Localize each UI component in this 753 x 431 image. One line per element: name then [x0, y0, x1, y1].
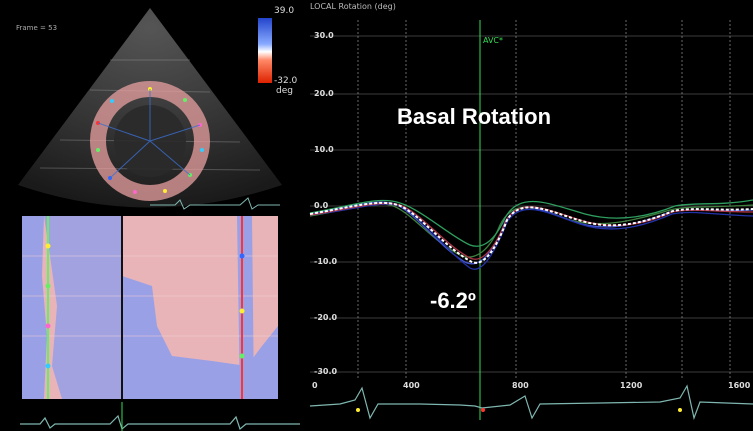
- graph-header: LOCAL Rotation (deg): [310, 2, 396, 11]
- y-tick: -10.0: [314, 257, 338, 266]
- echo-svg: [18, 8, 282, 210]
- avc-label: AVC*: [483, 36, 504, 45]
- colorbar: [258, 18, 272, 83]
- y-tick: -30.0: [314, 367, 338, 376]
- peak-rotation-value: -6.2º: [430, 288, 476, 313]
- y-tick: 20.0: [314, 89, 334, 98]
- y-tick: 0.0: [314, 201, 329, 210]
- echo-image-panel: Frame = 53: [0, 0, 300, 215]
- x-tick: 1600: [728, 381, 751, 390]
- colorbar-min: -32.0: [274, 76, 298, 86]
- mmode-svg: [22, 216, 278, 399]
- ecg-strip-left: [0, 402, 300, 431]
- rotation-graph-panel: LOCAL Rotation (deg) AVC* 30.0 20.0 10.0…: [300, 0, 753, 431]
- colorbar-max: 39.0: [274, 6, 295, 16]
- graph-title: Basal Rotation: [397, 104, 552, 129]
- mmode-panel: [22, 216, 278, 399]
- x-tick: 1200: [620, 381, 643, 390]
- tracking-points: [96, 87, 204, 194]
- x-tick: 800: [512, 381, 529, 390]
- y-tick: 30.0: [314, 31, 334, 40]
- graph-svg: [309, 20, 753, 421]
- y-tick: 10.0: [314, 145, 334, 154]
- colorbar-unit: deg: [276, 86, 293, 96]
- frame-label: Frame = 53: [16, 24, 58, 32]
- x-tick: 0: [312, 381, 318, 390]
- x-tick: 400: [403, 381, 420, 390]
- y-tick: -20.0: [314, 313, 338, 322]
